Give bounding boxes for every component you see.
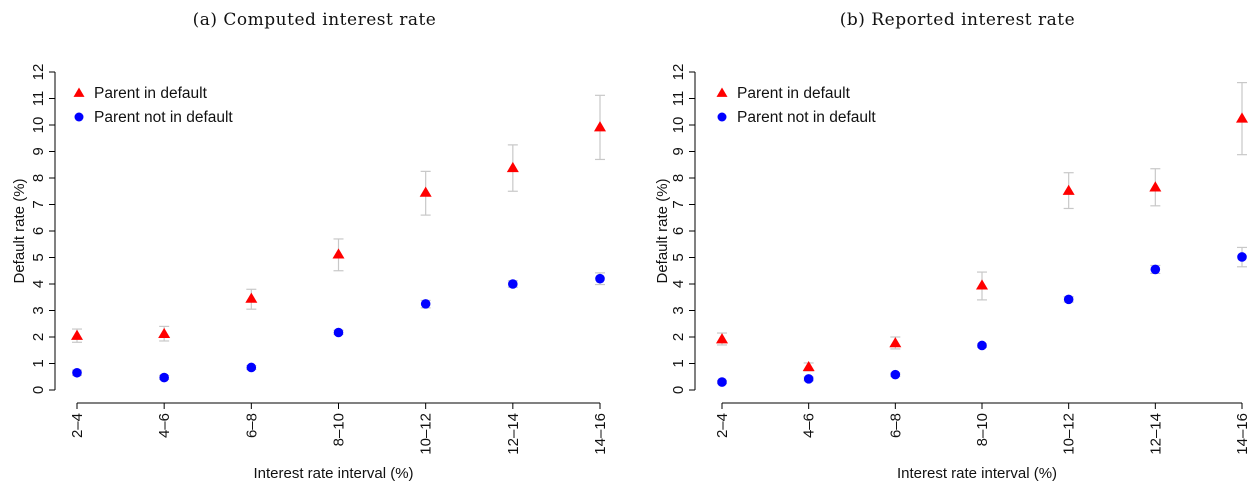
y-tick-label: 6 bbox=[670, 227, 687, 235]
legend-circle-marker bbox=[74, 112, 84, 122]
y-tick-label: 5 bbox=[670, 253, 687, 261]
x-tick-label: 10–12 bbox=[1061, 413, 1078, 455]
y-tick-label: 12 bbox=[670, 64, 687, 81]
x-tick-label: 8–10 bbox=[331, 413, 348, 446]
panel-computed: (a) Computed interest rate 0 1 2 3 4 5 6 7 8 9 10 1… bbox=[11, 10, 609, 482]
y-tick-label: 4 bbox=[670, 280, 687, 288]
triangle-point bbox=[594, 121, 606, 132]
circle-point bbox=[595, 273, 605, 284]
triangle-point bbox=[1062, 184, 1075, 195]
triangle-point bbox=[802, 360, 815, 372]
triangle-point bbox=[71, 329, 83, 340]
y-tick-label: 11 bbox=[30, 91, 47, 107]
y-tick-label: 9 bbox=[30, 147, 47, 155]
x-tick-label: 14–16 bbox=[592, 413, 609, 455]
x-tick-label: 10–12 bbox=[418, 413, 435, 455]
y-tick-label: 9 bbox=[670, 147, 687, 155]
y-tick-label: 7 bbox=[670, 200, 687, 208]
circle-point bbox=[717, 377, 727, 387]
legend-triangle-marker bbox=[716, 87, 728, 97]
circle-point bbox=[508, 279, 518, 289]
y-tick-label: 4 bbox=[30, 280, 47, 288]
y-tick-label: 7 bbox=[30, 200, 47, 208]
circle-point bbox=[246, 362, 257, 373]
x-tick-label: 2–4 bbox=[714, 413, 731, 438]
circle-point bbox=[803, 374, 814, 384]
triangle-point bbox=[1149, 181, 1162, 192]
y-tick-label: 5 bbox=[30, 253, 47, 261]
legend-label: Parent in default bbox=[737, 85, 851, 102]
y-tick-label: 1 bbox=[670, 359, 687, 367]
circle-point bbox=[72, 367, 82, 378]
legend-triangle-marker bbox=[73, 87, 85, 97]
circle-point bbox=[977, 340, 987, 351]
y-tick-label: 0 bbox=[30, 386, 47, 394]
triangle-point bbox=[158, 327, 171, 339]
x-tick-label: 12–14 bbox=[505, 413, 522, 455]
circle-point bbox=[159, 372, 169, 383]
x-tick-label: 2–4 bbox=[69, 413, 86, 438]
y-tick-label: 6 bbox=[30, 227, 47, 235]
x-tick-label: 4–6 bbox=[156, 413, 173, 438]
x-tick-label: 6–8 bbox=[887, 413, 904, 438]
triangle-point bbox=[419, 186, 432, 197]
x-tick-label: 8–10 bbox=[974, 413, 991, 446]
circle-point bbox=[890, 369, 901, 380]
y-axis-label: Default rate (%) bbox=[11, 178, 28, 283]
y-tick-label: 0 bbox=[670, 386, 687, 394]
circle-point bbox=[1063, 294, 1074, 305]
triangle-point bbox=[889, 337, 902, 348]
circle-point bbox=[1150, 264, 1161, 275]
y-tick-label: 1 bbox=[30, 359, 47, 367]
x-tick-label: 6–8 bbox=[243, 413, 260, 438]
x-axis-label: Interest rate interval (%) bbox=[897, 465, 1057, 482]
x-tick-label: 12–14 bbox=[1147, 413, 1164, 455]
chart-title: (b) Reported interest rate bbox=[839, 10, 1076, 30]
x-axis-label: Interest rate interval (%) bbox=[253, 465, 413, 482]
circle-point bbox=[333, 327, 344, 338]
y-tick-label: 12 bbox=[30, 64, 47, 81]
x-tick-label: 4–6 bbox=[801, 413, 818, 438]
y-tick-label: 8 bbox=[30, 174, 47, 182]
triangle-point bbox=[1236, 112, 1248, 123]
legend-label: Parent in default bbox=[94, 85, 208, 102]
legend-label: Parent not in default bbox=[94, 109, 233, 126]
circle-point bbox=[1237, 252, 1247, 262]
legend-circle-marker bbox=[717, 112, 727, 122]
y-tick-label: 3 bbox=[30, 306, 47, 314]
circle-point bbox=[420, 299, 431, 309]
y-tick-label: 3 bbox=[670, 306, 687, 314]
legend-label: Parent not in default bbox=[737, 109, 876, 126]
y-tick-label: 10 bbox=[30, 117, 47, 134]
y-tick-label: 8 bbox=[670, 174, 687, 182]
chart-title: (a) Computed interest rate bbox=[192, 10, 437, 30]
triangle-point bbox=[245, 292, 258, 303]
y-tick-label: 11 bbox=[670, 91, 687, 107]
x-tick-label: 14–16 bbox=[1234, 413, 1251, 455]
y-tick-label: 2 bbox=[30, 333, 47, 341]
triangle-point bbox=[506, 161, 519, 173]
y-axis-label: Default rate (%) bbox=[654, 178, 671, 283]
triangle-point bbox=[332, 248, 345, 259]
y-tick-label: 2 bbox=[670, 333, 687, 341]
panel-reported: (b) Reported interest rate 0 1 2 3 4 5 6 7 8 9 10 1… bbox=[643, 0, 1258, 491]
triangle-point bbox=[976, 279, 988, 290]
y-tick-label: 10 bbox=[670, 117, 687, 134]
triangle-point bbox=[716, 333, 728, 344]
